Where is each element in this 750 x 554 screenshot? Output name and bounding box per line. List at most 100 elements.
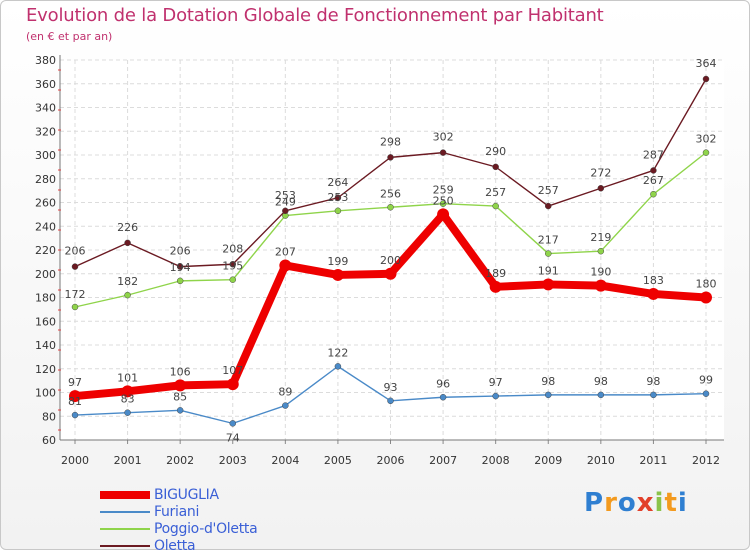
- logo-letter: x: [636, 488, 655, 518]
- y-tick-label: 380: [35, 54, 56, 67]
- data-label-oletta: 208: [222, 242, 243, 255]
- y-tick-label: 80: [42, 410, 56, 423]
- y-tick-label: 100: [35, 387, 56, 400]
- legend-item-oletta: Oletta: [100, 537, 257, 554]
- data-label-poggio-d-oletta: 253: [327, 191, 348, 204]
- x-tick-label: 2003: [219, 454, 247, 467]
- data-label-poggio-d-oletta: 249: [275, 196, 296, 209]
- data-label-furiani: 98: [646, 375, 660, 388]
- legend-item-poggio-d-oletta: Poggio-d'Oletta: [100, 520, 258, 537]
- x-tick-label: 2009: [534, 454, 562, 467]
- data-point-oletta: [124, 239, 131, 247]
- data-point-biguglia: [331, 268, 344, 281]
- data-label-oletta: 257: [538, 184, 559, 197]
- data-label-furiani: 93: [384, 381, 398, 394]
- y-tick-label: 220: [35, 244, 56, 257]
- x-tick-label: 2007: [429, 454, 457, 467]
- data-point-oletta: [492, 163, 499, 171]
- x-tick-label: 2000: [61, 454, 89, 467]
- chart-subtitle: (en € et par an): [26, 30, 113, 43]
- data-label-biguglia: 106: [170, 365, 191, 378]
- data-point-biguglia: [489, 280, 502, 293]
- data-label-furiani: 89: [278, 386, 292, 399]
- data-label-poggio-d-oletta: 172: [65, 288, 86, 301]
- data-label-biguglia: 200: [380, 254, 401, 267]
- data-label-furiani: 122: [327, 346, 348, 359]
- legend-swatch: [100, 544, 150, 547]
- data-label-biguglia: 180: [696, 278, 717, 291]
- data-point-furiani: [702, 390, 710, 397]
- data-point-biguglia: [542, 278, 555, 291]
- data-point-oletta: [545, 202, 552, 210]
- data-point-oletta: [650, 167, 657, 174]
- y-tick-label: 300: [35, 149, 56, 162]
- data-point-poggio-d-oletta: [229, 276, 236, 283]
- x-tick-label: 2004: [271, 454, 299, 467]
- data-point-biguglia: [226, 378, 239, 391]
- data-point-biguglia: [174, 379, 187, 392]
- y-tick-label: 140: [35, 339, 56, 352]
- data-point-biguglia: [594, 279, 607, 292]
- data-label-poggio-d-oletta: 267: [643, 174, 664, 187]
- x-tick-label: 2005: [324, 454, 352, 467]
- data-label-oletta: 206: [65, 245, 86, 258]
- legend-label: Furiani: [154, 503, 200, 520]
- data-label-furiani: 83: [121, 393, 135, 406]
- data-point-poggio-d-oletta: [492, 202, 499, 210]
- data-label-biguglia: 107: [222, 364, 243, 377]
- data-label-biguglia: 191: [538, 264, 559, 277]
- data-point-biguglia: [384, 267, 397, 280]
- y-tick-label: 60: [42, 434, 56, 447]
- logo-letter: i: [654, 488, 665, 518]
- data-label-poggio-d-oletta: 219: [590, 231, 611, 244]
- x-tick-label: 2012: [692, 454, 720, 467]
- data-label-oletta: 287: [643, 148, 664, 161]
- data-label-poggio-d-oletta: 182: [117, 275, 138, 288]
- data-label-biguglia: 189: [485, 267, 506, 280]
- chart-title: Evolution de la Dotation Globale de Fonc…: [26, 5, 604, 26]
- data-point-oletta: [387, 154, 394, 161]
- data-label-biguglia: 183: [643, 274, 664, 287]
- data-point-biguglia: [437, 208, 450, 221]
- data-point-furiani: [545, 391, 552, 399]
- data-label-oletta: 290: [485, 145, 506, 158]
- data-point-poggio-d-oletta: [334, 207, 342, 215]
- data-point-oletta: [282, 207, 289, 215]
- data-label-biguglia: 207: [275, 245, 296, 258]
- x-tick-label: 2010: [587, 454, 615, 467]
- y-tick-label: 280: [35, 173, 56, 186]
- data-point-oletta: [334, 194, 342, 201]
- data-point-furiani: [650, 391, 657, 399]
- data-point-furiani: [124, 409, 131, 416]
- data-label-furiani: 97: [489, 376, 503, 389]
- data-point-furiani: [282, 402, 289, 409]
- legend-swatch: [100, 510, 150, 513]
- data-label-furiani: 99: [699, 374, 713, 387]
- legend-label: BIGUGLIA: [154, 486, 219, 503]
- data-point-furiani: [176, 407, 184, 414]
- x-tick-label: 2008: [482, 454, 510, 467]
- logo-letter: t: [664, 488, 678, 518]
- data-point-biguglia: [647, 287, 660, 300]
- data-point-oletta: [71, 263, 79, 270]
- data-point-oletta: [176, 263, 184, 270]
- data-point-furiani: [597, 391, 605, 399]
- data-label-furiani: 98: [541, 375, 555, 388]
- x-tick-label: 2006: [377, 454, 405, 467]
- legend: BIGUGLIA Furiani Poggio-d'Oletta Oletta: [100, 486, 258, 554]
- data-label-furiani: 98: [594, 375, 608, 388]
- data-point-poggio-d-oletta: [387, 204, 394, 211]
- data-point-furiani: [492, 392, 499, 400]
- data-label-poggio-d-oletta: 217: [538, 234, 559, 247]
- data-label-poggio-d-oletta: 195: [222, 260, 243, 273]
- data-point-biguglia: [700, 291, 712, 304]
- proxiti-logo: Proxiti: [584, 488, 688, 518]
- data-label-oletta: 272: [590, 166, 611, 179]
- data-point-biguglia: [279, 259, 292, 272]
- data-point-furiani: [71, 411, 79, 419]
- data-point-poggio-d-oletta: [124, 291, 131, 299]
- data-label-furiani: 74: [226, 431, 240, 444]
- data-label-oletta: 302: [433, 131, 454, 144]
- data-label-furiani: 81: [68, 395, 82, 408]
